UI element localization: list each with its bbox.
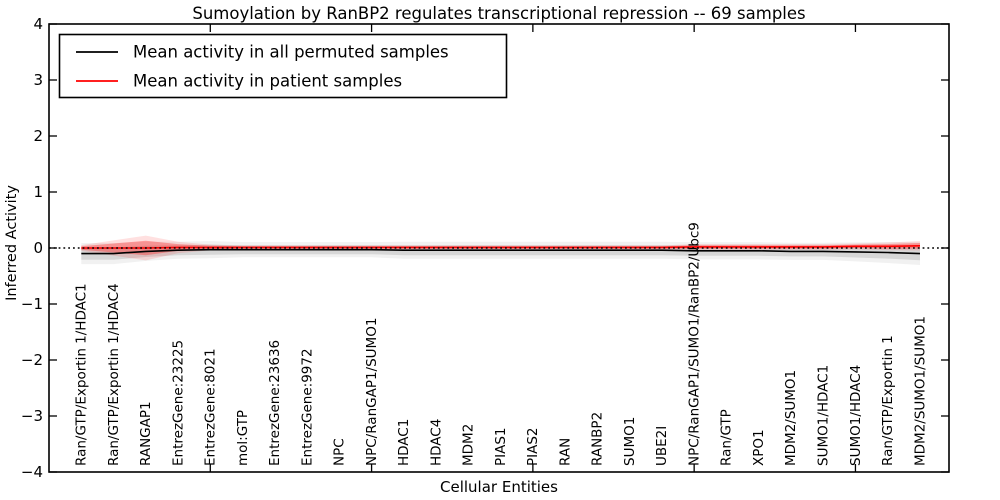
legend-box [58, 33, 508, 99]
x-category-label: NPC/RanGAP1/SUMO1 [364, 318, 380, 466]
x-category-label: HDAC4 [428, 419, 444, 466]
x-category-label: MDM2 [461, 424, 477, 466]
legend-label: Mean activity in patient samples [133, 72, 402, 91]
x-category-label: Ran/GTP [719, 409, 735, 466]
x-category-label: mol:GTP [235, 410, 251, 466]
y-tick-label: 1 [33, 183, 43, 201]
x-category-label: PIAS1 [493, 427, 509, 466]
x-category-label: Ran/GTP/Exportin 1/HDAC1 [74, 283, 90, 466]
x-category-label: MDM2/SUMO1/SUMO1 [912, 316, 928, 466]
x-category-label: EntrezGene:9972 [299, 348, 315, 466]
y-tick-label: 0 [33, 239, 43, 257]
x-category-label: SUMO1/HDAC1 [816, 365, 832, 466]
x-category-label: SUMO1/HDAC4 [848, 365, 864, 466]
x-category-label: Ran/GTP/Exportin 1/HDAC4 [106, 283, 122, 466]
y-tick-label: −1 [21, 295, 43, 313]
x-category-label: Ran/GTP/Exportin 1 [880, 335, 896, 466]
y-tick-label: −2 [21, 351, 43, 369]
x-category-label: NPC/RanGAP1/SUMO1/RanBP2/Ubc9 [687, 222, 703, 466]
x-category-label: HDAC1 [396, 419, 412, 466]
x-category-label: EntrezGene:8021 [203, 348, 219, 466]
x-category-label: RAN [557, 438, 573, 466]
permuted-mean-line [81, 248, 921, 255]
x-category-label: XPO1 [751, 429, 767, 466]
x-category-label: EntrezGene:23636 [267, 340, 283, 466]
x-category-label: MDM2/SUMO1 [783, 370, 799, 466]
y-tick-label: 3 [33, 71, 43, 89]
y-tick-label: −4 [21, 463, 43, 481]
x-category-label: RANBP2 [590, 412, 606, 466]
permuted-band [81, 244, 921, 261]
x-axis-label: Cellular Entities [440, 478, 558, 496]
chart-title: Sumoylation by RanBP2 regulates transcri… [192, 4, 806, 23]
legend-label: Mean activity in all permuted samples [133, 43, 449, 62]
y-tick-label: 2 [33, 127, 43, 145]
x-category-label: UBE2I [654, 426, 670, 466]
y-tick-label: 4 [33, 15, 43, 33]
x-category-label: SUMO1 [622, 417, 638, 466]
x-category-label: RANGAP1 [138, 401, 154, 466]
x-category-label: NPC [332, 438, 348, 466]
x-category-label: PIAS2 [525, 427, 541, 466]
x-category-label: EntrezGene:23225 [170, 340, 186, 466]
y-tick-label: −3 [21, 407, 43, 425]
